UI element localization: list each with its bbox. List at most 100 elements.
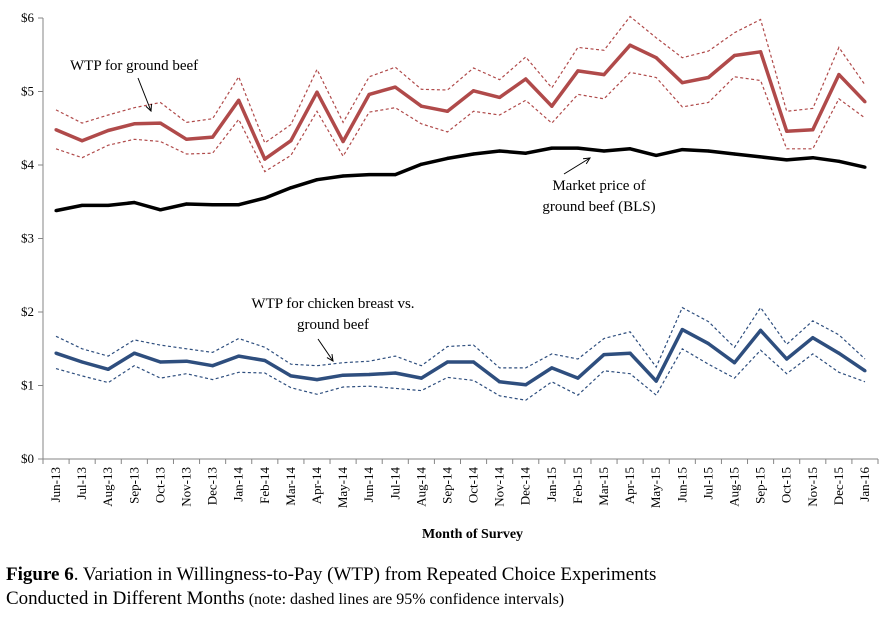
x-tick-label: May-15 xyxy=(648,467,663,508)
data-point xyxy=(158,360,163,364)
data-point xyxy=(315,178,319,182)
data-point xyxy=(628,147,632,151)
x-axis-title: Month of Survey xyxy=(422,527,523,542)
annotation-chicken: WTP for chicken breast vs. ground beef xyxy=(251,296,415,362)
figure-label: Figure 6 xyxy=(6,564,74,585)
data-point xyxy=(576,69,580,73)
data-point xyxy=(732,152,737,156)
data-point xyxy=(445,360,450,364)
data-point xyxy=(132,122,136,126)
x-tick-label: Oct-13 xyxy=(152,467,167,503)
data-point xyxy=(811,128,815,132)
data-point xyxy=(680,328,684,332)
annotation-text: Market price of xyxy=(552,178,645,194)
data-point xyxy=(80,203,84,208)
annotation-arrow xyxy=(137,77,152,112)
y-tick-label: $3 xyxy=(21,231,34,246)
data-point xyxy=(602,72,606,77)
data-point xyxy=(419,162,423,166)
annotation-text: WTP for chicken breast vs. xyxy=(251,296,414,312)
y-tick-label: $6 xyxy=(21,10,35,25)
data-point xyxy=(628,351,632,355)
ci-lower-line xyxy=(55,71,866,173)
data-point xyxy=(654,153,658,158)
data-point xyxy=(785,158,789,162)
data-point xyxy=(80,360,84,364)
data-point xyxy=(680,81,684,85)
x-tick-label: Sep-15 xyxy=(753,467,768,504)
data-point xyxy=(706,75,710,80)
data-point xyxy=(341,373,345,377)
series-line xyxy=(55,43,867,161)
data-point xyxy=(263,157,267,161)
data-point xyxy=(211,364,215,368)
data-point xyxy=(237,98,241,102)
series-1 xyxy=(54,146,867,213)
data-point xyxy=(132,351,136,355)
figure-title: . Variation in Willingness-to-Pay (WTP) … xyxy=(73,564,657,585)
data-point xyxy=(550,104,554,108)
data-point xyxy=(863,165,867,169)
arrow-head xyxy=(326,354,334,362)
data-point xyxy=(289,374,293,378)
annotation-market: Market price of ground beef (BLS) xyxy=(542,157,656,215)
arrow-head xyxy=(145,103,153,113)
x-tick-label: Sep-14 xyxy=(439,467,454,504)
data-point xyxy=(106,203,110,208)
data-point xyxy=(758,155,763,159)
x-tick-label: Oct-15 xyxy=(779,467,794,503)
annotation-beef: WTP for ground beef xyxy=(70,58,198,113)
data-point xyxy=(706,149,710,153)
y-tick-label: $2 xyxy=(21,304,34,319)
x-tick-label: Sep-13 xyxy=(126,467,141,504)
data-point xyxy=(706,342,710,346)
x-tick-label: Dec-15 xyxy=(831,467,846,505)
x-tick-label: Aug-13 xyxy=(100,467,115,507)
data-point xyxy=(471,360,476,364)
annotation-arrow xyxy=(317,338,334,362)
data-point xyxy=(576,146,580,150)
data-point xyxy=(184,137,189,141)
y-tick-label: $5 xyxy=(21,84,34,99)
data-point xyxy=(524,383,528,387)
data-point xyxy=(158,208,163,212)
data-point xyxy=(550,366,554,370)
x-tick-label: Nov-13 xyxy=(179,467,194,507)
x-tick-label: Dec-13 xyxy=(205,467,220,505)
data-point xyxy=(680,147,684,152)
x-tick-label: Apr-14 xyxy=(309,467,324,505)
x-tick-label: Jan-16 xyxy=(857,467,872,502)
data-point xyxy=(393,85,397,89)
data-point xyxy=(393,371,397,375)
data-point xyxy=(419,104,423,108)
series-0 xyxy=(54,15,867,173)
data-point xyxy=(524,77,528,81)
x-tick-label: Jul-14 xyxy=(387,467,402,500)
data-point xyxy=(367,172,371,177)
data-point xyxy=(628,43,632,47)
series-line xyxy=(55,327,866,387)
axes: $0 $1 $2 $3 $4 $5 $6 Jun-13 Jul-13 Aug-13 Sep-13 Oc… xyxy=(21,10,879,542)
data-point xyxy=(237,354,241,358)
data-point xyxy=(80,139,84,143)
x-tick-label: May-14 xyxy=(335,467,350,509)
ci-lower-line xyxy=(55,347,866,401)
x-tick-label: Feb-15 xyxy=(570,467,585,504)
data-point xyxy=(445,156,450,160)
data-point xyxy=(54,128,58,132)
series-line xyxy=(55,146,866,213)
data-point xyxy=(654,56,658,60)
x-tick-label: Jan-15 xyxy=(544,467,559,502)
x-tick-label: Jun-14 xyxy=(361,467,376,503)
line-chart: $0 $1 $2 $3 $4 $5 $6 Jun-13 Jul-13 Aug-13 Sep-13 Oc… xyxy=(21,10,879,542)
data-point xyxy=(837,351,841,355)
data-point xyxy=(367,92,371,97)
data-point xyxy=(106,128,110,133)
annotation-text: WTP for ground beef xyxy=(70,58,198,74)
ci-upper-line xyxy=(55,306,866,369)
data-point xyxy=(211,135,215,139)
x-tick-label: Feb-14 xyxy=(257,467,272,504)
data-point xyxy=(837,72,841,77)
data-point xyxy=(106,367,110,371)
x-tick-label: Aug-14 xyxy=(413,467,428,507)
